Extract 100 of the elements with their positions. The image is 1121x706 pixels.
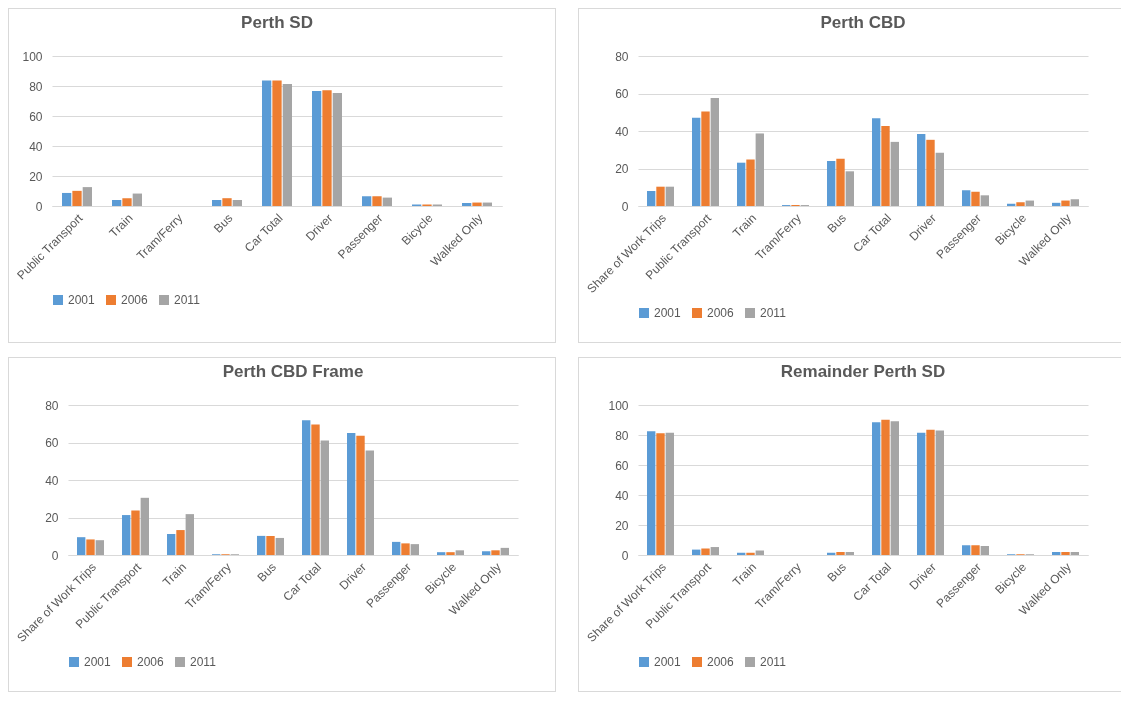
bar xyxy=(701,548,710,555)
legend-label: 2011 xyxy=(760,655,787,669)
legend-label: 2001 xyxy=(68,293,96,307)
bar xyxy=(140,497,149,555)
y-tick-label: 80 xyxy=(615,49,629,64)
bar xyxy=(257,535,266,555)
bar xyxy=(491,550,500,555)
y-tick-label: 20 xyxy=(29,169,43,184)
bar xyxy=(890,421,899,555)
y-tick-label: 40 xyxy=(615,488,629,503)
bar xyxy=(95,540,104,555)
chart-title: Perth CBD Frame xyxy=(222,362,364,381)
y-tick-label: 20 xyxy=(615,518,629,533)
bar xyxy=(845,552,854,555)
bar xyxy=(647,431,656,555)
bar xyxy=(656,433,665,555)
bar xyxy=(647,191,656,206)
bar xyxy=(656,186,665,206)
bar xyxy=(500,547,509,555)
bar xyxy=(122,198,132,206)
y-tick-label: 100 xyxy=(22,49,43,64)
bar xyxy=(926,139,935,206)
bar xyxy=(692,117,701,206)
bar xyxy=(755,133,764,206)
legend-label: 2011 xyxy=(190,655,217,669)
bar xyxy=(845,171,854,206)
bar xyxy=(132,193,142,206)
y-tick-label: 60 xyxy=(615,87,629,101)
bar xyxy=(282,83,292,206)
legend-label: 2011 xyxy=(760,306,787,320)
bar xyxy=(917,432,926,555)
bar xyxy=(872,422,881,555)
bar xyxy=(980,546,989,555)
bar xyxy=(836,158,845,206)
bar xyxy=(827,161,836,206)
bar xyxy=(872,118,881,206)
bar xyxy=(962,190,971,206)
chart-title: Remainder Perth SD xyxy=(780,362,946,381)
bar xyxy=(72,190,82,206)
y-tick-label: 60 xyxy=(45,436,59,450)
chart-title: Perth SD xyxy=(241,13,313,32)
bar xyxy=(890,141,899,206)
bar xyxy=(266,535,275,555)
y-tick-label: 0 xyxy=(621,199,629,214)
chart-title: Perth CBD xyxy=(820,13,906,32)
bar xyxy=(665,186,674,206)
y-tick-label: 60 xyxy=(615,458,629,473)
bar xyxy=(401,543,410,555)
legend-label: 2001 xyxy=(654,306,682,320)
bar xyxy=(1070,199,1079,206)
bar xyxy=(212,200,222,206)
x-tick-label: Bus xyxy=(824,560,849,585)
y-tick-label: 0 xyxy=(51,548,59,563)
legend-label: 2006 xyxy=(707,655,735,669)
bar xyxy=(971,545,980,555)
bar xyxy=(122,515,131,555)
legend-label: 2001 xyxy=(654,655,682,669)
bar xyxy=(701,111,710,206)
bar xyxy=(332,93,342,206)
bar xyxy=(437,552,446,555)
bar xyxy=(320,440,329,555)
bar xyxy=(322,90,332,206)
bar xyxy=(312,90,322,206)
bar xyxy=(410,544,419,555)
bar xyxy=(167,534,176,555)
legend-label: 2001 xyxy=(84,655,112,669)
legend-label: 2011 xyxy=(174,293,201,307)
x-tick-label: Bus xyxy=(824,211,849,236)
bar xyxy=(980,195,989,206)
bar xyxy=(1070,552,1079,555)
y-tick-label: 100 xyxy=(608,398,629,413)
bar xyxy=(356,435,365,555)
legend-label: 2006 xyxy=(137,655,165,669)
y-tick-label: 80 xyxy=(615,428,629,443)
bar xyxy=(472,202,482,206)
bar xyxy=(710,98,719,206)
bar xyxy=(737,162,746,206)
bar xyxy=(971,191,980,206)
bar xyxy=(232,200,242,206)
y-tick-label: 40 xyxy=(615,124,629,139)
bar xyxy=(222,198,232,206)
bar xyxy=(446,552,455,555)
x-tick-label: Bus xyxy=(254,560,279,585)
y-tick-label: 40 xyxy=(29,139,43,154)
bar xyxy=(1016,202,1025,206)
y-tick-label: 60 xyxy=(29,109,43,124)
bar xyxy=(392,541,401,555)
bar xyxy=(482,551,491,555)
bar xyxy=(1061,200,1070,206)
y-tick-label: 80 xyxy=(45,398,59,413)
bar xyxy=(77,537,86,555)
bar xyxy=(462,203,472,206)
y-tick-label: 40 xyxy=(45,473,59,488)
bar xyxy=(917,134,926,206)
bar xyxy=(86,539,95,555)
bar xyxy=(262,80,272,206)
legend-label: 2006 xyxy=(707,306,735,320)
y-tick-label: 20 xyxy=(615,162,629,176)
bar xyxy=(836,552,845,555)
x-tick-label: Bus xyxy=(210,211,236,236)
